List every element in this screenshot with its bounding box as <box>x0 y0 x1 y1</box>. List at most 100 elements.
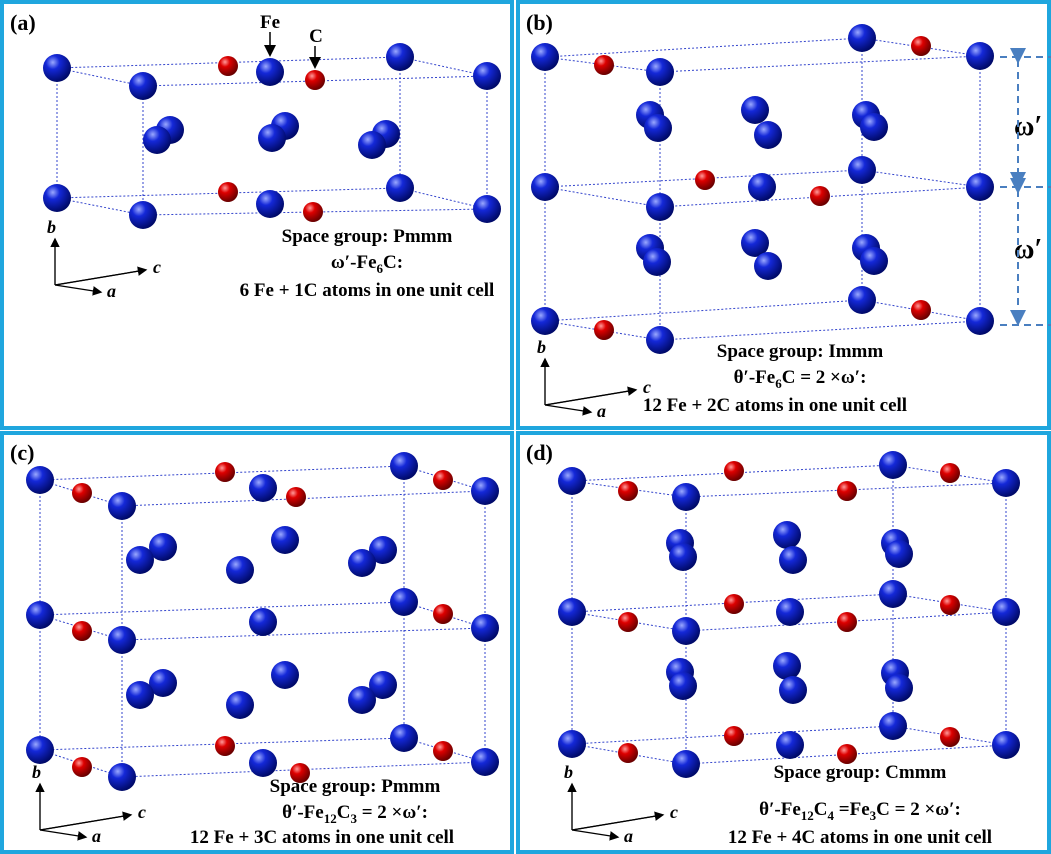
subscript: 12 <box>801 808 814 823</box>
axis-label: a <box>107 281 116 301</box>
formula-part: θ′-Fe <box>282 802 324 823</box>
fe-atom <box>386 174 414 202</box>
fe-atom <box>779 546 807 574</box>
formula-part: ω′-Fe <box>331 252 377 273</box>
formula: θ′-Fe12C4 =Fe3C = 2 ×ω′: <box>759 799 961 823</box>
fe-atom <box>672 750 700 778</box>
fe-atom <box>966 307 994 335</box>
c-atom <box>810 186 830 206</box>
fe-atom <box>966 42 994 70</box>
fe-atom <box>741 96 769 124</box>
fe-atom <box>386 43 414 71</box>
fe-atom <box>108 763 136 791</box>
formula-part: C: <box>383 252 403 273</box>
fe-atom <box>126 681 154 709</box>
c-atom <box>837 481 857 501</box>
fe-atom <box>879 451 907 479</box>
axis-label: c <box>670 802 678 822</box>
fe-atom <box>879 712 907 740</box>
fe-atom <box>966 173 994 201</box>
panel-tag: (d) <box>526 440 553 465</box>
c-atom <box>618 612 638 632</box>
fe-atom <box>226 556 254 584</box>
fe-atom <box>531 307 559 335</box>
axis-label: b <box>564 762 573 782</box>
c-atom <box>724 726 744 746</box>
panel-frame <box>2 2 512 428</box>
atom-count: 12 Fe + 3C atoms in one unit cell <box>190 827 454 848</box>
c-atom <box>286 487 306 507</box>
c-atom <box>724 461 744 481</box>
axis-arrows <box>572 815 662 830</box>
formula: θ′-Fe6C = 2 ×ω′: <box>734 367 867 391</box>
c-atom <box>215 736 235 756</box>
c-atom <box>303 202 323 222</box>
fe-atom <box>348 549 376 577</box>
c-atom <box>618 743 638 763</box>
fe-atom <box>129 72 157 100</box>
fe-atom <box>271 526 299 554</box>
axis-label: b <box>32 762 41 782</box>
fe-atom <box>473 195 501 223</box>
fe-atom <box>773 652 801 680</box>
axis-label: c <box>153 257 161 277</box>
c-atom <box>218 182 238 202</box>
formula-part: θ′-Fe <box>734 367 776 388</box>
fe-atom <box>129 201 157 229</box>
space-group: Space group: Immm <box>717 341 884 362</box>
formula-part: C = 2 ×ω′: <box>782 367 867 388</box>
formula-part: θ′-Fe <box>759 799 801 820</box>
fe-atom <box>992 731 1020 759</box>
fe-atom <box>108 626 136 654</box>
fe-atom <box>779 676 807 704</box>
fe-atom <box>992 598 1020 626</box>
c-atom <box>218 56 238 76</box>
c-atom <box>215 462 235 482</box>
fe-atom <box>249 749 277 777</box>
fe-atom <box>531 43 559 71</box>
axis-arrows <box>40 785 130 837</box>
formula-part: =Fe <box>834 799 870 820</box>
fe-atom <box>646 58 674 86</box>
fe-atom <box>643 248 671 276</box>
axis-label: b <box>47 217 56 237</box>
fe-atom <box>748 173 776 201</box>
fe-atom <box>271 661 299 689</box>
axis-arrows <box>40 815 130 830</box>
c-atom <box>594 320 614 340</box>
fe-atom <box>143 126 171 154</box>
fe-atom <box>879 580 907 608</box>
c-atom <box>594 55 614 75</box>
fe-atom <box>358 131 386 159</box>
axis-arrows <box>55 240 145 292</box>
c-atom <box>305 70 325 90</box>
fe-atom <box>860 113 888 141</box>
fe-atom <box>26 736 54 764</box>
c-atom <box>837 612 857 632</box>
fe-atom <box>108 492 136 520</box>
panel: (d)bcaSpace group: Cmmmθ′-Fe12C4 =Fe3C =… <box>518 433 1049 852</box>
fe-atom <box>646 326 674 354</box>
fe-atom <box>390 724 418 752</box>
fe-atom <box>473 62 501 90</box>
c-atom <box>433 604 453 624</box>
axis-arrows <box>572 785 662 837</box>
fe-atom <box>43 54 71 82</box>
panel-frame <box>518 433 1049 852</box>
fe-atom <box>776 731 804 759</box>
c-atom <box>911 36 931 56</box>
fe-atom <box>558 730 586 758</box>
fe-atom <box>531 173 559 201</box>
axis-arrows <box>545 360 635 412</box>
c-atom <box>433 470 453 490</box>
panel-tag: (b) <box>526 10 553 35</box>
fe-atom <box>390 452 418 480</box>
fe-atom <box>848 24 876 52</box>
c-atom <box>618 481 638 501</box>
fe-atom <box>644 114 672 142</box>
fe-atom <box>860 247 888 275</box>
formula: θ′-Fe12C3 = 2 ×ω′: <box>282 802 428 826</box>
c-atom <box>72 621 92 641</box>
c-atom <box>72 483 92 503</box>
